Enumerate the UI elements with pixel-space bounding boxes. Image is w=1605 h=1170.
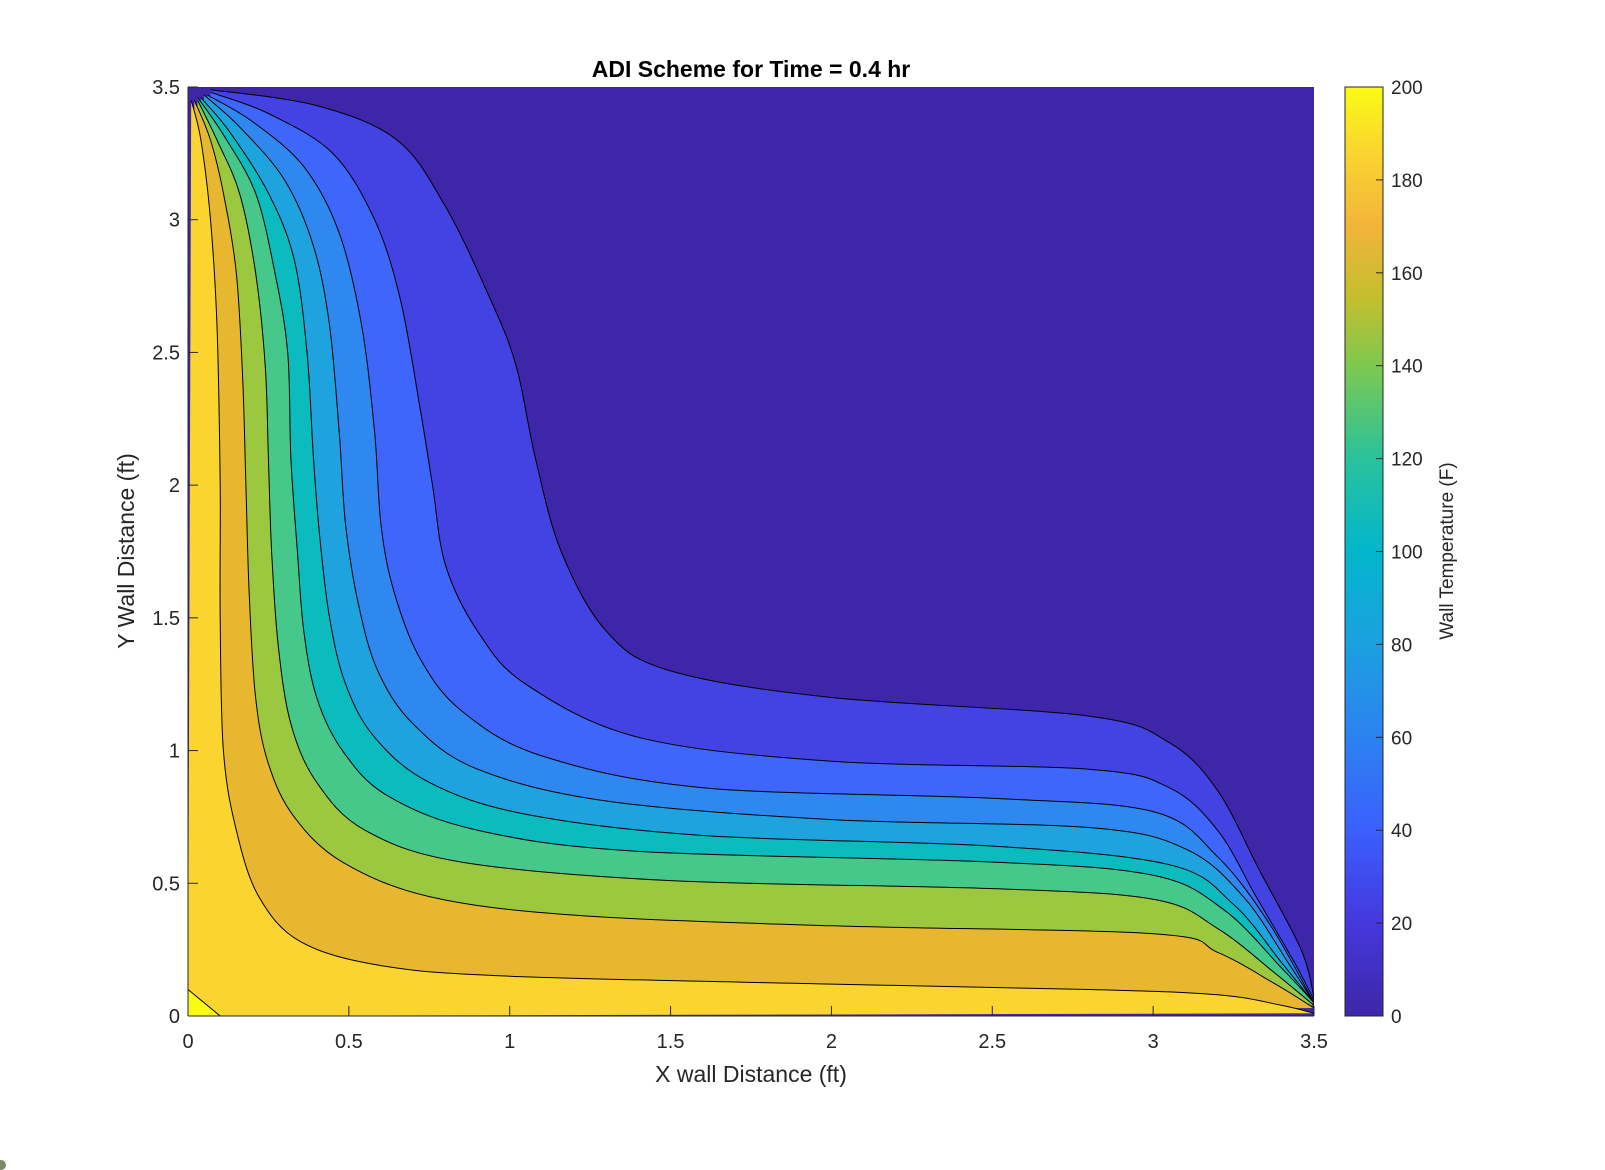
colorbar-tick-label: 120 bbox=[1391, 450, 1423, 471]
contour-line-40 bbox=[210, 91, 1314, 1001]
y-tick-label: 1 bbox=[169, 741, 180, 763]
y-tick-label: 2.5 bbox=[152, 342, 180, 364]
x-tick-label: 3 bbox=[1148, 1031, 1159, 1053]
y-tick-label: 0.5 bbox=[152, 873, 180, 895]
colorbar-label: Wall Temperature (F) bbox=[1437, 462, 1458, 639]
colorbar: 0 20 40 60 80 100 120 140 160 180 200 Wall Tempera… bbox=[1344, 78, 1458, 1028]
contour-line-20 bbox=[210, 89, 1314, 998]
contour-line-120 bbox=[197, 97, 1314, 1004]
colorbar-tick-label: 40 bbox=[1391, 821, 1412, 842]
x-tick-label: 1.5 bbox=[657, 1031, 685, 1053]
contour-bands bbox=[188, 89, 1314, 1016]
colorbar-tick-label: 160 bbox=[1391, 264, 1423, 285]
contour-band-80 bbox=[188, 95, 1314, 1016]
colorbar-ticks: 0 20 40 60 80 100 120 140 160 180 200 bbox=[1376, 78, 1423, 1028]
contour-line-160 bbox=[193, 100, 1314, 1009]
contour-line-80 bbox=[203, 94, 1314, 1003]
contour-line-180 bbox=[190, 100, 1314, 1014]
colorbar-tick-label: 80 bbox=[1391, 635, 1412, 656]
y-axis-label: Y Wall Distance (ft) bbox=[113, 453, 139, 649]
chart-title: ADI Scheme for Time = 0.4 hr bbox=[592, 56, 911, 82]
contour-line-100 bbox=[200, 97, 1314, 1004]
contour-lines bbox=[188, 89, 1314, 1016]
colorbar-tick-label: 180 bbox=[1391, 171, 1423, 192]
colorbar-tick-label: 140 bbox=[1391, 357, 1423, 378]
contour-line-60 bbox=[207, 94, 1314, 1003]
contour-plot-area bbox=[188, 87, 1314, 1016]
colorbar-tick-label: 60 bbox=[1391, 728, 1412, 749]
contour-line-200 bbox=[188, 989, 221, 1016]
y-tick-label: 3 bbox=[169, 210, 180, 232]
x-tick-label: 2.5 bbox=[978, 1031, 1006, 1053]
y-tick-label: 3.5 bbox=[152, 77, 180, 99]
window-corner-indicator bbox=[0, 1160, 6, 1170]
x-tick-label: 2 bbox=[826, 1031, 837, 1053]
y-tick-label: 0 bbox=[169, 1006, 180, 1028]
colorbar-tick-label: 100 bbox=[1391, 543, 1423, 564]
y-axis-ticks: 0 0.5 1 1.5 2 2.5 3 3.5 bbox=[152, 77, 198, 1028]
colorbar-tick-label: 0 bbox=[1391, 1007, 1402, 1028]
contour-line-140 bbox=[197, 100, 1314, 1006]
x-tick-label: 0 bbox=[182, 1031, 193, 1053]
x-tick-label: 1 bbox=[504, 1031, 515, 1053]
y-tick-label: 2 bbox=[169, 475, 180, 497]
y-tick-label: 1.5 bbox=[152, 608, 180, 630]
colorbar-tick-label: 200 bbox=[1391, 78, 1423, 99]
colorbar-tick-label: 20 bbox=[1391, 914, 1412, 935]
x-tick-label: 3.5 bbox=[1300, 1031, 1328, 1053]
x-axis-ticks: 0 0.5 1 1.5 2 2.5 3 3.5 bbox=[182, 1006, 1328, 1053]
x-axis-label: X wall Distance (ft) bbox=[655, 1061, 847, 1087]
contour-band-160 bbox=[188, 100, 1314, 1016]
x-tick-label: 0.5 bbox=[335, 1031, 363, 1053]
